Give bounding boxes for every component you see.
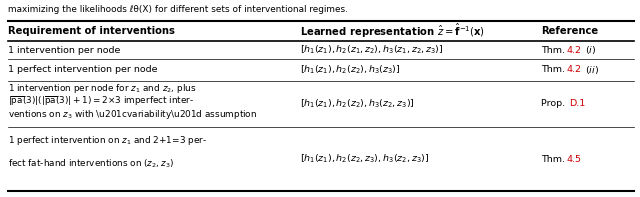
Text: $[h_1(z_1), h_2(z_2, z_3), h_3(z_2, z_3)]$: $[h_1(z_1), h_2(z_2, z_3), h_3(z_2, z_3)… <box>300 153 429 165</box>
Text: $\it{(ii)}$: $\it{(ii)}$ <box>582 64 599 76</box>
Text: 4.2: 4.2 <box>566 65 581 74</box>
Text: Thm.: Thm. <box>541 46 568 55</box>
Text: maximizing the likelihoods ℓθ(X) for different sets of interventional regimes.: maximizing the likelihoods ℓθ(X) for dif… <box>8 5 348 14</box>
Text: 1 intervention per node for $z_1$ and $z_2$, plus: 1 intervention per node for $z_1$ and $z… <box>8 82 196 95</box>
Text: $[h_1(z_1), h_2(z_2), h_3(z_3)]$: $[h_1(z_1), h_2(z_2), h_3(z_3)]$ <box>300 64 400 76</box>
Text: fect fat-hand interventions on $(z_2, z_3)$: fect fat-hand interventions on $(z_2, z_… <box>8 157 173 170</box>
Text: Requirement of interventions: Requirement of interventions <box>8 26 175 36</box>
Text: 4.2: 4.2 <box>566 46 581 55</box>
Text: Learned representation $\hat{z} = \hat{\mathbf{f}}^{-1}(\mathbf{x})$: Learned representation $\hat{z} = \hat{\… <box>300 22 484 40</box>
Text: D.1: D.1 <box>569 99 585 108</box>
Text: $[h_1(z_1), h_2(z_2), h_3(z_2, z_3)]$: $[h_1(z_1), h_2(z_2), h_3(z_2, z_3)]$ <box>300 98 414 110</box>
Text: Reference: Reference <box>541 26 598 36</box>
Text: 1 perfect intervention on $z_1$ and 2+1=3 per-: 1 perfect intervention on $z_1$ and 2+1=… <box>8 134 207 147</box>
Text: 1 perfect intervention per node: 1 perfect intervention per node <box>8 65 157 74</box>
Text: ventions on $z_3$ with \u201cvariability\u201d assumption: ventions on $z_3$ with \u201cvariability… <box>8 108 257 121</box>
Text: $\it{(i)}$: $\it{(i)}$ <box>582 44 596 56</box>
Text: Thm.: Thm. <box>541 155 568 164</box>
Text: $|\overline{\mathrm{pa}}(3)|(|\overline{\mathrm{pa}}(3)|+1) = 2{\times}3$ imperf: $|\overline{\mathrm{pa}}(3)|(|\overline{… <box>8 94 194 108</box>
Text: Thm.: Thm. <box>541 65 568 74</box>
Text: Prop.: Prop. <box>541 99 568 108</box>
Text: 4.5: 4.5 <box>566 155 581 164</box>
Text: $[h_1(z_1), h_2(z_1, z_2), h_3(z_1, z_2, z_3)]$: $[h_1(z_1), h_2(z_1, z_2), h_3(z_1, z_2,… <box>300 44 443 57</box>
Text: 1 intervention per node: 1 intervention per node <box>8 46 120 55</box>
